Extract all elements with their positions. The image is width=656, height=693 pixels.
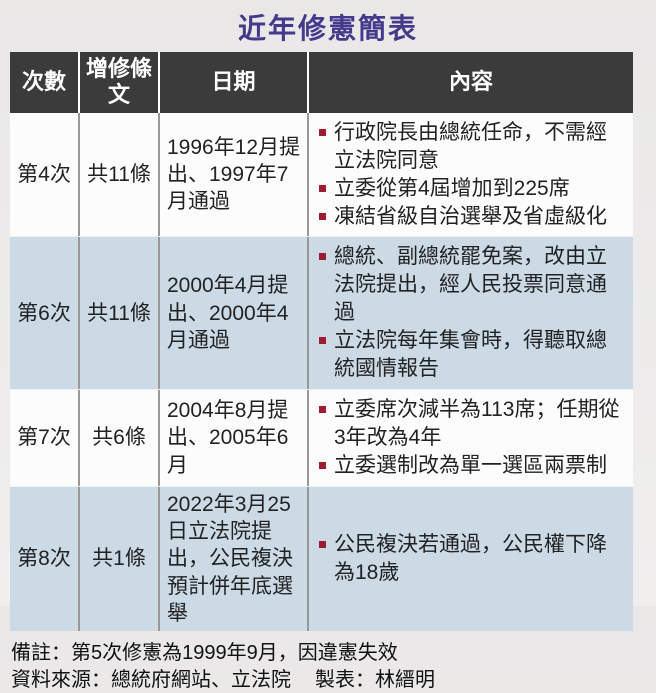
table-body: 第4次 共11條 1996年12月提出、1997年7月通過 行政院長由總統任命，… (10, 112, 633, 632)
table-row: 第4次 共11條 1996年12月提出、1997年7月通過 行政院長由總統任命，… (10, 112, 633, 237)
content-cell: 立委席次減半為113席；任期從3年改為4年立委選制改為單一選區兩票制 (307, 390, 633, 486)
times-cell: 第6次 (17, 301, 71, 325)
content-bullet-item: 立委從第4屆增加到225席 (318, 175, 627, 203)
footer-credit: 製表：林縉明 (315, 668, 435, 691)
amendments-table: 次數 增修條文 日期 內容 第4次 共11條 1996年12月提出、1997年7… (10, 52, 633, 632)
date-cell: 2022年3月25日立法院提出，公民複決預計併年底選舉 (158, 486, 307, 632)
content-bullet-item: 立委席次減半為113席；任期從3年改為4年 (318, 396, 627, 452)
times-cell: 第7次 (17, 426, 71, 450)
content-bullet-item: 凍結省級自治選舉及省虛級化 (318, 203, 627, 231)
content-cell: 公民複決若通過，公民權下降為18歲 (307, 486, 633, 632)
date-cell: 2004年8月提出、2005年6月 (158, 390, 307, 486)
header-times: 次數 (21, 69, 66, 95)
content-bullet-text: 公民複決若通過，公民權下降為18歲 (334, 533, 607, 585)
bullet-square-icon (319, 253, 326, 261)
date-cell: 1996年12月提出、1997年7月通過 (158, 112, 307, 237)
header-date: 日期 (158, 52, 307, 113)
bullet-square-icon (319, 212, 326, 220)
content-bullet-text: 立法院每年集會時，得聽取總統國情報告 (334, 329, 607, 381)
articles-cell: 共11條 (78, 112, 158, 237)
footer-source-line: 資料來源：總統府網站、立法院 製表：林縉明 (11, 667, 646, 693)
content-cell: 總統、副總統罷免案，改由立法院提出，經人民投票同意通過 立法院每年集會時，得聽取總… (307, 237, 633, 390)
table-row: 第8次 共1條 2022年3月25日立法院提出，公民複決預計併年底選舉 公民複決… (10, 485, 633, 632)
content-bullet-text: 立委從第4屆增加到225席 (334, 176, 570, 200)
footer-note: 備註：第5次修憲為1999年9月，因違憲失效 (11, 642, 398, 665)
content-bullet-item: 行政院長由總統任命，不需經立法院同意 (318, 119, 627, 175)
footer-source: 資料來源：總統府網站、立法院 (11, 668, 291, 691)
table-row: 第6次 共11條 2000年4月提出、2000年4月通過 總統、副總統罷免案，改… (10, 236, 633, 390)
articles-cell: 共1條 (78, 486, 158, 632)
bullet-square-icon (319, 541, 326, 549)
times-cell: 第8次 (17, 547, 71, 571)
content-bullet-item: 立委選制改為單一選區兩票制 (318, 452, 627, 480)
content-bullet-item: 立法院每年集會時，得聽取總統國情報告 (318, 327, 627, 383)
content-cell: 行政院長由總統任命，不需經立法院同意立委從第4屆增加到225席凍結省級自治選舉及… (307, 112, 633, 237)
footer: 備註：第5次修憲為1999年9月，因違憲失效 資料來源：總統府網站、立法院 製表：… (11, 640, 646, 693)
table-row: 第7次 共6條 2004年8月提出、2005年6月 立委席次減半為113席；任期… (10, 389, 633, 486)
articles-cell: 共6條 (78, 390, 158, 486)
content-bullet-text: 凍結省級自治選舉及省虛級化 (334, 204, 607, 228)
content-bullet-item: 總統、副總統罷免案，改由立法院提出，經人民投票同意通過 (318, 243, 627, 327)
bullet-square-icon (319, 184, 326, 192)
bullet-square-icon (319, 461, 326, 469)
header-articles: 增修條文 (78, 52, 158, 113)
bullet-square-icon (319, 337, 326, 345)
page-title: 近年修憲簡表 (237, 13, 418, 44)
content-bullet-item: 公民複決若通過，公民權下降為18歲 (318, 531, 627, 587)
times-cell: 第4次 (17, 162, 71, 186)
header-content: 內容 (307, 52, 633, 113)
content-bullet-text: 行政院長由總統任命，不需經立法院同意 (334, 120, 607, 172)
articles-cell: 共11條 (78, 237, 158, 390)
table-header-row: 次數 增修條文 日期 內容 (10, 52, 633, 113)
content-bullet-text: 立委席次減半為113席；任期從3年改為4年 (334, 398, 620, 449)
bullet-square-icon (319, 406, 326, 414)
bullet-square-icon (319, 128, 326, 136)
content-bullet-text: 立委選制改為單一選區兩票制 (334, 453, 607, 477)
date-cell: 2000年4月提出、2000年4月通過 (158, 237, 307, 390)
content-bullet-text: 總統、副總統罷免案，改由立法院提出，經人民投票同意通過 (334, 245, 607, 325)
